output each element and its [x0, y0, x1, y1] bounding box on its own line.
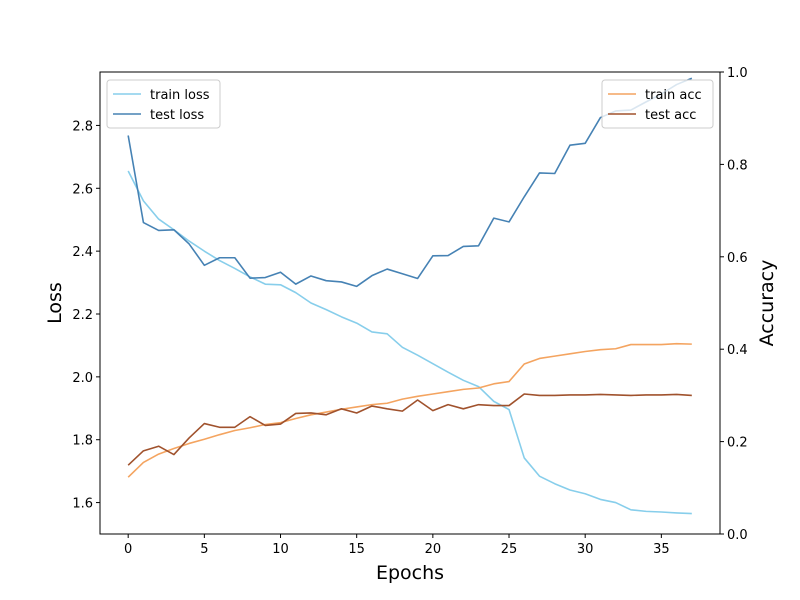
x-tick-label: 30 — [577, 542, 594, 557]
y-left-tick-label: 2.6 — [72, 182, 93, 197]
x-tick-label: 20 — [425, 542, 442, 557]
x-tick-label: 0 — [124, 542, 132, 557]
y-right-tick-label: 0.2 — [727, 436, 748, 451]
series-line-test-loss — [127, 77, 693, 288]
y-left-tick-label: 2.4 — [72, 245, 93, 260]
y-left-tick-label: 2.0 — [72, 371, 93, 386]
legend-entry-label: test loss — [150, 108, 204, 123]
series-line-train-acc — [127, 342, 692, 478]
axis-ticks: 0 5 10 15 20 25 30 35 1.6 1.8 2.0 2.2 2.4 2.6 2.8 0.0 0.… — [72, 66, 747, 557]
legend-left: train loss test loss — [106, 79, 221, 129]
series-line-test-acc — [127, 393, 692, 466]
x-tick-label: 15 — [348, 542, 365, 557]
x-tick-label: 25 — [501, 542, 518, 557]
y-axis-label-left: Loss — [44, 282, 66, 324]
y-right-tick-label: 0.4 — [727, 343, 748, 358]
legend-box — [601, 79, 714, 129]
legend-box — [106, 79, 221, 129]
y-left-tick-label: 1.8 — [72, 434, 93, 449]
y-right-tick-label: 1.0 — [727, 66, 748, 81]
y-right-tick-label: 0.6 — [727, 251, 748, 266]
y-left-tick-label: 1.6 — [72, 497, 93, 512]
y-right-tick-label: 0.8 — [727, 158, 748, 173]
series-line-train-loss — [127, 170, 692, 515]
series-lines — [127, 77, 693, 515]
y-left-tick-label: 2.2 — [72, 308, 93, 323]
x-tick-label: 35 — [653, 542, 670, 557]
x-tick-label: 5 — [200, 542, 208, 557]
legend-entry-label: test acc — [645, 108, 696, 123]
y-axis-label-right: Accuracy — [756, 260, 778, 347]
plot-frame — [99, 71, 721, 535]
y-right-tick-label: 0.0 — [727, 528, 748, 543]
legend-right: train acc test acc — [601, 79, 714, 129]
y-left-tick-label: 2.8 — [72, 119, 93, 134]
x-axis-label: Epochs — [376, 562, 444, 584]
x-tick-label: 10 — [272, 542, 289, 557]
legend-entry-label: train loss — [150, 88, 210, 103]
legend-entry-label: train acc — [645, 88, 702, 103]
